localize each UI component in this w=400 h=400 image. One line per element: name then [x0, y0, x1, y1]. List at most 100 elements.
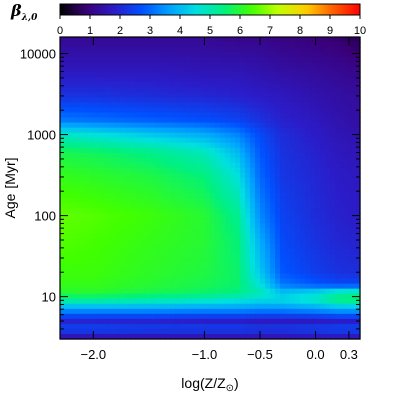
- heatmap-cell: [305, 157, 311, 164]
- heatmap-cell: [285, 112, 291, 119]
- heatmap-cell: [310, 87, 316, 93]
- heatmap-cell: [95, 62, 101, 68]
- heatmap-cell: [305, 213, 311, 219]
- heatmap-cell: [90, 278, 96, 285]
- heatmap-cell: [250, 52, 256, 58]
- heatmap-cell: [180, 223, 186, 229]
- heatmap-cell: [180, 107, 186, 114]
- heatmap-cell: [85, 87, 91, 93]
- heatmap-cell: [355, 253, 361, 260]
- heatmap-cell: [280, 37, 286, 43]
- heatmap-cell: [150, 77, 156, 83]
- heatmap-cell: [80, 243, 86, 249]
- heatmap-cell: [125, 213, 131, 219]
- heatmap-cell: [185, 188, 191, 194]
- heatmap-cell: [200, 177, 206, 184]
- heatmap-cell: [100, 278, 106, 285]
- heatmap-cell: [310, 47, 316, 53]
- heatmap-cell: [310, 193, 316, 199]
- heatmap-cell: [200, 162, 206, 169]
- heatmap-cell: [250, 102, 256, 109]
- heatmap-cell: [90, 57, 96, 63]
- heatmap-cell: [335, 218, 341, 224]
- heatmap-cell: [345, 303, 351, 310]
- heatmap-cell: [95, 238, 101, 244]
- heatmap-cell: [105, 67, 111, 73]
- heatmap-cell: [180, 137, 186, 144]
- heatmap-cell: [325, 57, 331, 63]
- heatmap-cell: [255, 218, 261, 224]
- heatmap-cell: [220, 117, 226, 124]
- heatmap-cell: [325, 67, 331, 73]
- heatmap-cell: [80, 77, 86, 83]
- heatmap-cell: [100, 122, 106, 129]
- heatmap-cell: [80, 213, 86, 219]
- heatmap-cell: [275, 77, 281, 83]
- heatmap-cell: [165, 203, 171, 209]
- heatmap-cell: [185, 42, 191, 48]
- heatmap-cell: [105, 318, 111, 325]
- heatmap-cell: [160, 278, 166, 285]
- heatmap-cell: [285, 97, 291, 104]
- heatmap-cell: [210, 268, 216, 275]
- heatmap-cell: [130, 112, 136, 119]
- heatmap-cell: [110, 293, 116, 300]
- heatmap-cell: [115, 87, 121, 93]
- heatmap-cell: [295, 77, 301, 83]
- heatmap-cell: [245, 177, 251, 184]
- heatmap-cell: [275, 313, 281, 320]
- heatmap-cell: [310, 182, 316, 189]
- heatmap-cell: [120, 42, 126, 48]
- heatmap-cell: [95, 318, 101, 325]
- heatmap-cell: [300, 42, 306, 48]
- heatmap-cell: [270, 82, 276, 88]
- heatmap-cell: [105, 323, 111, 330]
- heatmap-cell: [345, 258, 351, 265]
- heatmap-cell: [210, 92, 216, 98]
- heatmap-cell: [115, 102, 121, 109]
- heatmap-cell: [140, 42, 146, 48]
- heatmap-cell: [135, 238, 141, 244]
- heatmap-cell: [350, 177, 356, 184]
- heatmap-cell: [165, 117, 171, 124]
- heatmap-cell: [90, 318, 96, 325]
- heatmap-cell: [350, 243, 356, 249]
- heatmap-cell: [190, 268, 196, 275]
- heatmap-cell: [305, 87, 311, 93]
- heatmap-cell: [255, 288, 261, 295]
- heatmap-cell: [75, 263, 81, 270]
- heatmap-cell: [135, 62, 141, 68]
- heatmap-cell: [235, 137, 241, 144]
- heatmap-cell: [180, 72, 186, 78]
- heatmap-cell: [295, 288, 301, 295]
- heatmap-cell: [85, 198, 91, 204]
- heatmap-cell: [110, 278, 116, 285]
- heatmap-cell: [195, 213, 201, 219]
- heatmap-cell: [160, 127, 166, 134]
- heatmap-cell: [115, 268, 121, 275]
- heatmap-cell: [200, 188, 206, 194]
- heatmap-cell: [355, 223, 361, 229]
- heatmap-cell: [60, 228, 66, 234]
- heatmap-cell: [340, 193, 346, 199]
- heatmap-cell: [70, 152, 76, 159]
- heatmap-cell: [295, 97, 301, 104]
- heatmap-cell: [340, 243, 346, 249]
- heatmap-cell: [95, 122, 101, 129]
- heatmap-cell: [300, 193, 306, 199]
- heatmap-cell: [65, 122, 71, 129]
- heatmap-cell: [315, 52, 321, 58]
- heatmap-cell: [245, 248, 251, 255]
- heatmap-cell: [290, 167, 296, 174]
- heatmap-cell: [255, 167, 261, 174]
- heatmap-cell: [215, 72, 221, 78]
- heatmap-cell: [100, 82, 106, 88]
- heatmap-cell: [230, 273, 236, 280]
- heatmap-cell: [75, 42, 81, 48]
- heatmap-cell: [300, 278, 306, 285]
- heatmap-cell: [265, 283, 271, 290]
- heatmap-cell: [130, 208, 136, 214]
- heatmap-cell: [350, 203, 356, 209]
- heatmap-cell: [185, 208, 191, 214]
- heatmap-cell: [240, 298, 246, 305]
